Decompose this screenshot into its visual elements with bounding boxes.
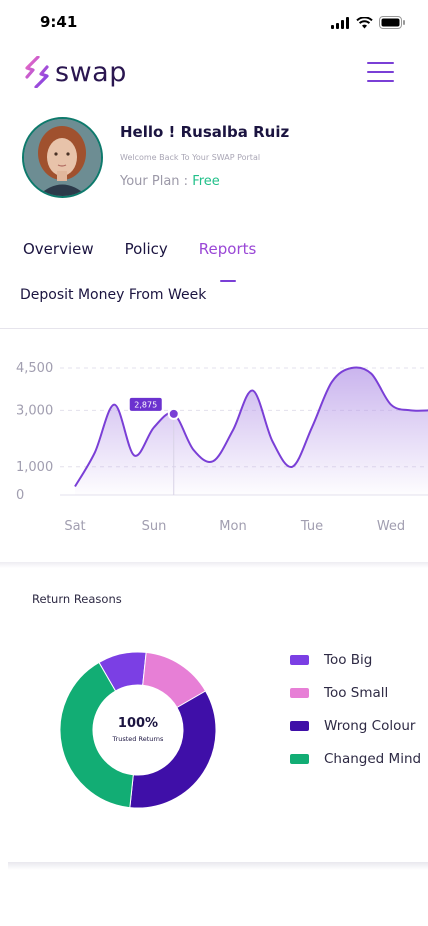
highlight-point: [167, 407, 180, 420]
return-reasons-legend: Too Big Too Small Wrong Colour Changed M…: [290, 643, 421, 775]
series-line: [74, 366, 428, 488]
y-tick-label: 3,000: [16, 403, 53, 418]
highlight-tooltip: [129, 397, 162, 411]
profile-section: Hello ! Rusalba Ruiz Welcome Back To You…: [22, 117, 412, 199]
return-reasons-card: Return Reasons 100% Trusted Returns Too …: [8, 570, 428, 862]
welcome-text: Welcome Back To Your SWAP Portal: [120, 153, 261, 162]
plan-info: Your Plan : Free: [120, 174, 220, 189]
legend-label: Changed Mind: [324, 750, 422, 767]
wifi-icon: [356, 16, 373, 28]
donut-center: 100% Trusted Returns: [97, 716, 179, 743]
legend-swatch: [290, 753, 309, 764]
avatar-portrait: [24, 119, 101, 196]
legend-item[interactable]: Too Small: [290, 676, 421, 709]
status-icons: [331, 16, 406, 29]
menu-line: [367, 71, 394, 73]
status-time: 9:41: [40, 13, 78, 31]
x-tick-label: Mon: [219, 519, 246, 534]
return-reasons-title: Return Reasons: [32, 592, 122, 606]
legend-swatch: [290, 720, 309, 731]
deposit-chart: 0 1,000 3,000 4,500 2,875 Sat Sun Mon Tue Wed: [0, 340, 428, 560]
y-tick-label: 0: [16, 488, 24, 503]
highlight-tooltip-label: 2,875: [134, 400, 157, 409]
x-tick-label: Sat: [64, 519, 85, 534]
deposit-section-title: Deposit Money From Week: [20, 287, 207, 303]
brand-name: swap: [55, 56, 127, 88]
status-bar: 9:41: [0, 0, 428, 44]
divider: [0, 328, 428, 329]
legend-label: Wrong Colour: [324, 717, 416, 734]
signal-icon: [331, 16, 349, 29]
tab-overview[interactable]: Overview: [23, 240, 94, 258]
legend-label: Too Big: [324, 651, 373, 668]
y-tick-label: 4,500: [16, 361, 53, 376]
report-tabs: Overview Policy Reports: [23, 240, 287, 270]
bottom-divider: [8, 862, 428, 870]
swap-logo-icon: [25, 56, 49, 88]
app-header: swap: [0, 56, 428, 92]
brand-logo[interactable]: swap: [24, 56, 127, 88]
avatar[interactable]: [22, 117, 103, 198]
donut-center-value: 100%: [117, 716, 159, 731]
donut-center-label: Trusted Returns: [112, 735, 164, 743]
legend-item[interactable]: Too Big: [290, 643, 421, 676]
x-tick-label: Sun: [142, 519, 167, 534]
return-reasons-donut: [59, 651, 217, 809]
legend-item[interactable]: Changed Mind: [290, 742, 421, 775]
deposit-area-chart: 0 1,000 3,000 4,500 2,875 Sat Sun Mon Tue Wed: [16, 361, 428, 534]
x-tick-label: Tue: [300, 519, 323, 534]
hamburger-menu-button[interactable]: [367, 62, 394, 82]
card-separator: [0, 562, 428, 568]
greeting: Hello ! Rusalba Ruiz: [120, 123, 290, 141]
donut-slice: [129, 690, 217, 809]
legend-swatch: [290, 654, 309, 665]
tab-reports[interactable]: Reports: [199, 240, 257, 270]
x-tick-label: Wed: [377, 519, 405, 534]
battery-icon: [379, 16, 405, 29]
legend-swatch: [290, 687, 309, 698]
legend-label: Too Small: [324, 684, 389, 701]
menu-line: [367, 80, 394, 82]
legend-item[interactable]: Wrong Colour: [290, 709, 421, 742]
donut-slice: [59, 661, 134, 809]
plan-label: Your Plan :: [120, 174, 189, 189]
plan-value[interactable]: Free: [192, 174, 220, 189]
series-area: [75, 367, 428, 495]
y-tick-label: 1,000: [16, 460, 53, 475]
menu-line: [367, 62, 394, 64]
tab-policy[interactable]: Policy: [124, 240, 168, 258]
